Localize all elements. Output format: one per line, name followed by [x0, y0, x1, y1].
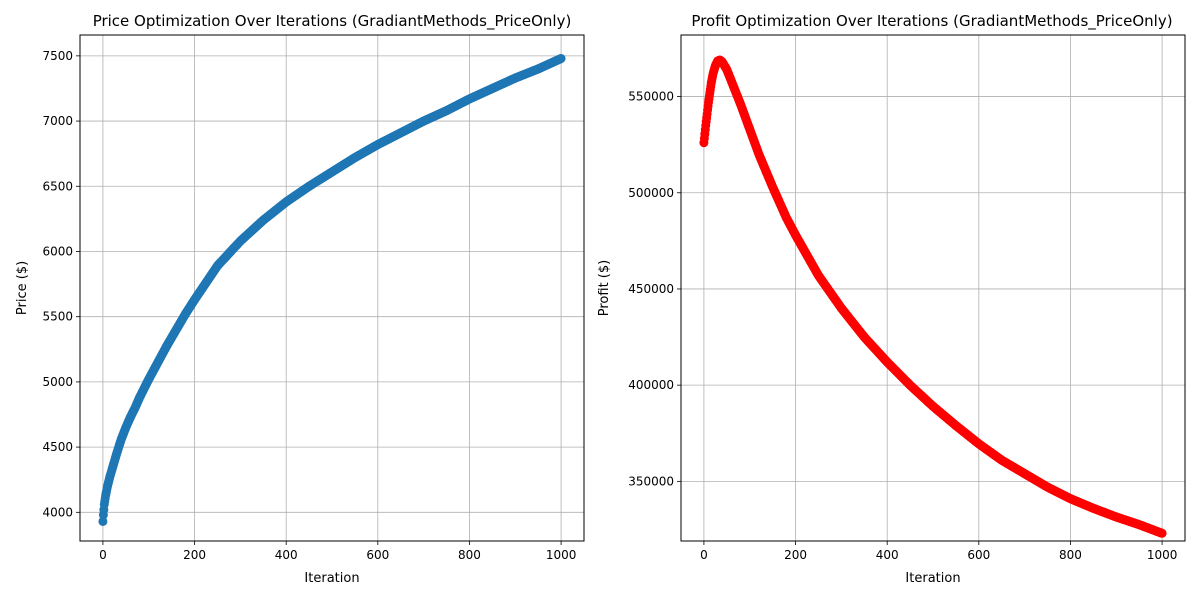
profit-y-tick-label: 450000: [628, 282, 674, 296]
price-chart-title: Price Optimization Over Iterations (Grad…: [93, 12, 572, 31]
price-y-tick-label: 5500: [42, 310, 73, 324]
profit-series: [699, 55, 1167, 538]
profit-x-tick-label: 200: [784, 548, 807, 562]
profit-data-point: [1157, 528, 1167, 538]
price-x-tick-label: 400: [275, 548, 298, 562]
price-chart-frame: [79, 34, 585, 542]
profit-x-tick-label: 0: [700, 548, 708, 562]
price-chart: Price Optimization Over Iterations (Grad…: [15, 12, 585, 586]
profit-y-axis-label: Profit ($): [597, 260, 612, 316]
profit-y-tick-label: 350000: [628, 474, 674, 488]
profit-x-axis-ticks: 0 200 400 600 800 1000: [700, 541, 1177, 562]
price-x-tick-label: 200: [183, 548, 206, 562]
profit-chart-frame: [680, 34, 1186, 542]
profit-y-tick-label: 400000: [628, 378, 674, 392]
profit-x-tick-label: 1000: [1147, 548, 1178, 562]
price-x-tick-label: 600: [366, 548, 389, 562]
profit-chart-grid: [681, 35, 1185, 541]
price-y-tick-label: 7500: [42, 49, 73, 63]
price-y-tick-label: 6000: [42, 244, 73, 258]
price-x-axis-label: Iteration: [304, 571, 359, 586]
price-x-tick-label: 800: [458, 548, 481, 562]
profit-chart: Profit Optimization Over Iterations (Gra…: [597, 12, 1186, 586]
price-y-tick-label: 4500: [42, 440, 73, 454]
price-data-point: [556, 53, 566, 63]
profit-x-tick-label: 800: [1059, 548, 1082, 562]
price-data-point: [98, 516, 108, 526]
price-y-axis-label: Price ($): [15, 261, 30, 315]
price-chart-grid: [80, 35, 584, 541]
profit-chart-title: Profit Optimization Over Iterations (Gra…: [691, 12, 1172, 31]
price-x-tick-label: 0: [99, 548, 107, 562]
price-x-axis-ticks: 0 200 400 600 800 1000: [99, 541, 576, 562]
price-series: [98, 53, 566, 526]
profit-x-tick-label: 600: [967, 548, 990, 562]
price-y-tick-label: 6500: [42, 179, 73, 193]
price-y-tick-label: 4000: [42, 505, 73, 519]
profit-y-tick-label: 550000: [628, 90, 674, 104]
price-y-tick-label: 7000: [42, 114, 73, 128]
profit-x-axis-label: Iteration: [905, 571, 960, 586]
profit-x-tick-label: 400: [876, 548, 899, 562]
price-x-tick-label: 1000: [546, 548, 577, 562]
price-y-axis-ticks: 4000 4500 5000 5500 6000 6500 7000 7500: [42, 49, 80, 519]
profit-y-axis-ticks: 350000 400000 450000 500000 550000: [628, 90, 681, 488]
price-y-tick-label: 5000: [42, 375, 73, 389]
profit-y-tick-label: 500000: [628, 186, 674, 200]
